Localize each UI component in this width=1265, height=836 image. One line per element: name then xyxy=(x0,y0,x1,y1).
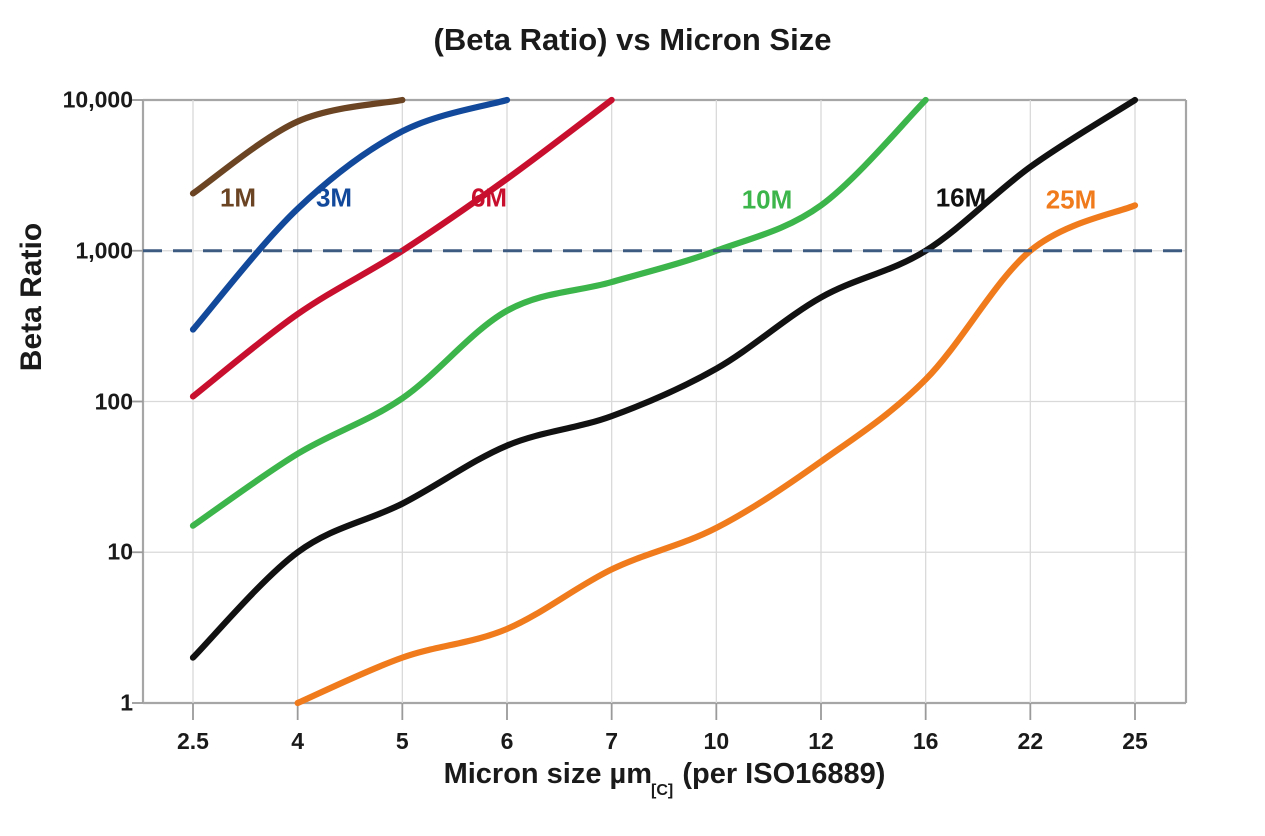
series-line-3m xyxy=(189,96,511,333)
x-axis-tick-label: 6 xyxy=(500,728,514,754)
series-label-25m: 25M xyxy=(1045,184,1097,215)
x-axis-title-subscript: [C] xyxy=(651,781,674,799)
y-axis-tick-label: 1 xyxy=(120,689,133,716)
series-label-6m: 6M xyxy=(470,182,508,213)
x-axis-title: Micron size µm[C] (per ISO16889) xyxy=(143,758,1186,799)
x-axis-tick-label: 2.5 xyxy=(177,728,209,754)
x-axis-tick-label: 12 xyxy=(808,728,834,754)
series-line-25m xyxy=(294,202,1139,707)
y-axis-tick-label: 10 xyxy=(107,538,133,565)
series-line-10m xyxy=(189,96,929,529)
x-axis-title-suffix: (per ISO16889) xyxy=(674,758,886,790)
x-axis-tick-label: 22 xyxy=(1017,728,1044,754)
x-axis-title-main: Micron size µm xyxy=(443,758,653,790)
series-label-16m: 16M xyxy=(935,182,987,213)
x-axis-tick-label: 4 xyxy=(291,728,305,754)
series-line-6m xyxy=(189,96,615,400)
series-line-1m xyxy=(189,96,406,197)
x-axis-tick-label: 16 xyxy=(912,728,939,754)
series-label-3m: 3M xyxy=(315,182,353,213)
x-axis-tick-label: 7 xyxy=(605,728,619,754)
series-line-16m xyxy=(189,96,1139,661)
y-axis-tick-label: 1,000 xyxy=(75,237,133,264)
x-axis-tick-label: 5 xyxy=(395,728,409,754)
series-label-10m: 10M xyxy=(741,184,793,215)
page-title: (Beta Ratio) vs Micron Size xyxy=(433,22,832,57)
series-label-1m: 1M xyxy=(219,182,257,213)
y-axis-tick-label: 10,000 xyxy=(62,86,133,113)
x-axis-tick-label: 25 xyxy=(1122,728,1148,754)
y-axis-tick-label: 100 xyxy=(94,388,133,414)
x-axis-tick-label: 10 xyxy=(703,728,730,754)
